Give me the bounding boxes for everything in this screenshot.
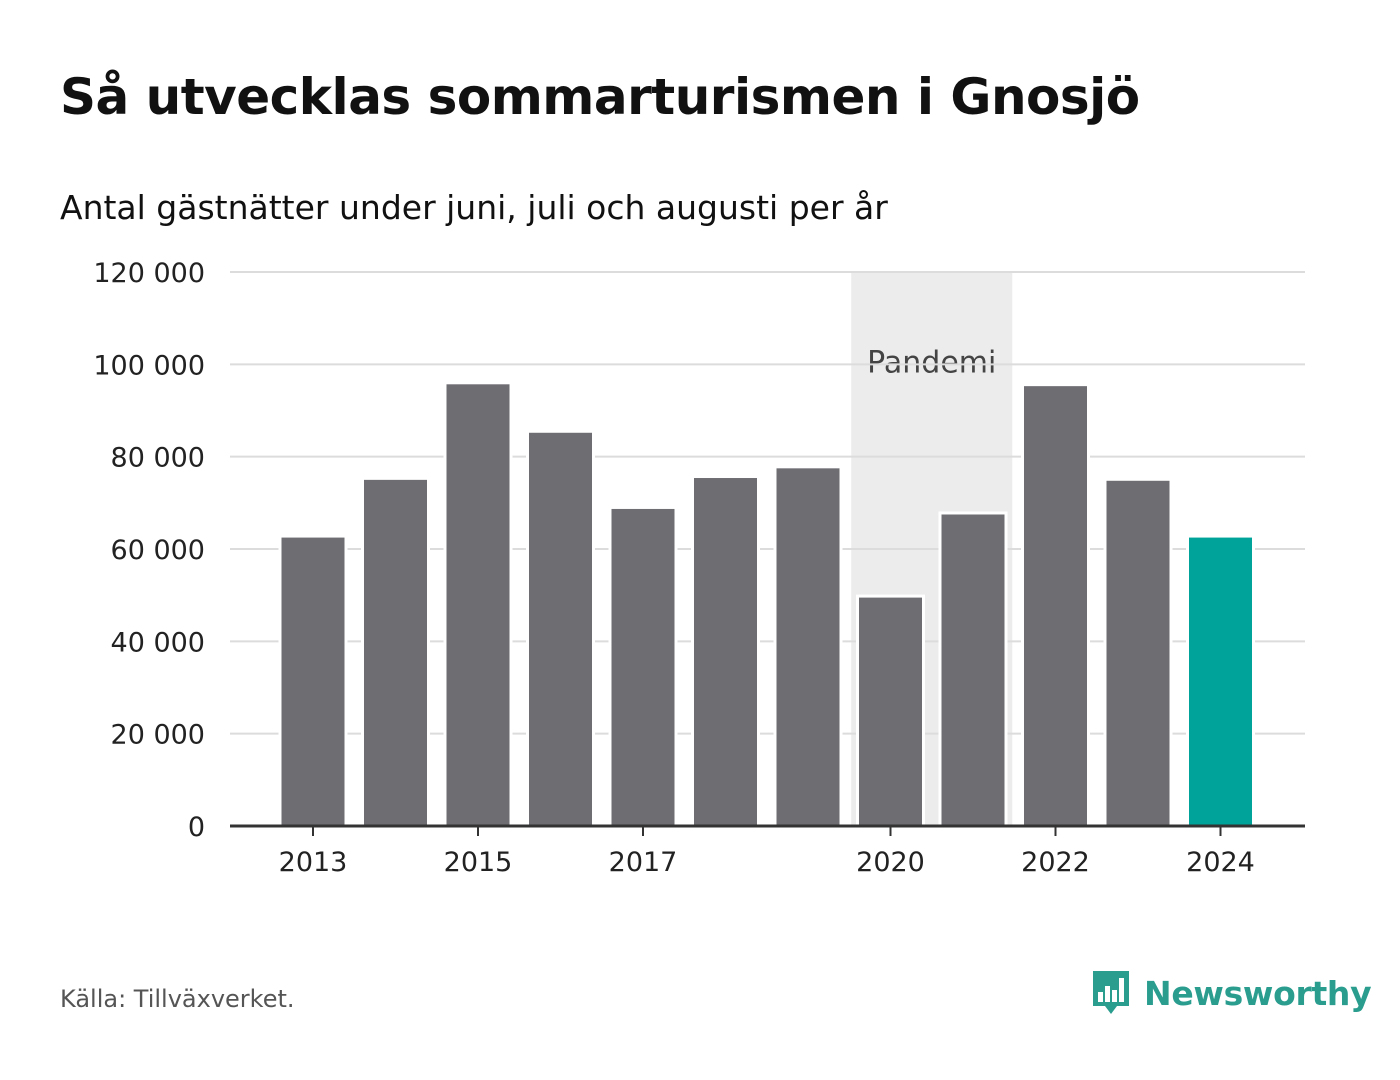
brand-logo: Newsworthy bbox=[1090, 968, 1372, 1018]
chart-title: Så utvecklas sommarturismen i Gnosjö bbox=[60, 68, 1140, 126]
brand-name: Newsworthy bbox=[1144, 973, 1372, 1013]
annotation-label: Pandemi bbox=[867, 345, 996, 380]
bar-2024 bbox=[1186, 534, 1255, 828]
bar-2016 bbox=[526, 429, 595, 828]
axes: 0 20 000 40 000 60 000 80 000 100 000 120 000 2… bbox=[93, 258, 1305, 878]
y-tick-label: 120 000 bbox=[93, 258, 205, 289]
x-tick-label: 2020 bbox=[856, 847, 925, 878]
bar-chart: Pandemi 0 20 000 40 000 60 000 80 000 100 000… bbox=[93, 258, 1305, 878]
y-tick-label: 60 000 bbox=[111, 535, 205, 566]
bar-chart-bubble-icon bbox=[1093, 971, 1129, 1014]
x-tick-label: 2015 bbox=[444, 847, 513, 878]
y-tick-label: 40 000 bbox=[111, 627, 205, 658]
x-tick-label: 2013 bbox=[279, 847, 348, 878]
bar-2014 bbox=[361, 476, 430, 828]
y-tick-label: 0 bbox=[188, 812, 205, 843]
bar-2022 bbox=[1021, 383, 1090, 828]
bar-2020 bbox=[856, 594, 925, 828]
source-note: Källa: Tillväxverket. bbox=[60, 985, 295, 1013]
bar-2017 bbox=[608, 505, 678, 828]
x-tick-label: 2022 bbox=[1021, 847, 1090, 878]
x-tick-label: 2024 bbox=[1186, 847, 1255, 878]
bar-2018 bbox=[691, 475, 760, 828]
bar-2021 bbox=[938, 511, 1008, 828]
bar-2013 bbox=[278, 534, 348, 828]
x-tick-label: 2017 bbox=[609, 847, 678, 878]
y-tick-label: 20 000 bbox=[111, 720, 205, 751]
y-tick-label: 100 000 bbox=[93, 350, 205, 381]
bars bbox=[278, 381, 1255, 828]
bar-2019 bbox=[773, 465, 843, 828]
bar-2023 bbox=[1103, 477, 1173, 828]
bar-2015 bbox=[443, 381, 513, 828]
y-tick-label: 80 000 bbox=[111, 443, 205, 474]
chart-subtitle: Antal gästnätter under juni, juli och au… bbox=[60, 188, 888, 227]
